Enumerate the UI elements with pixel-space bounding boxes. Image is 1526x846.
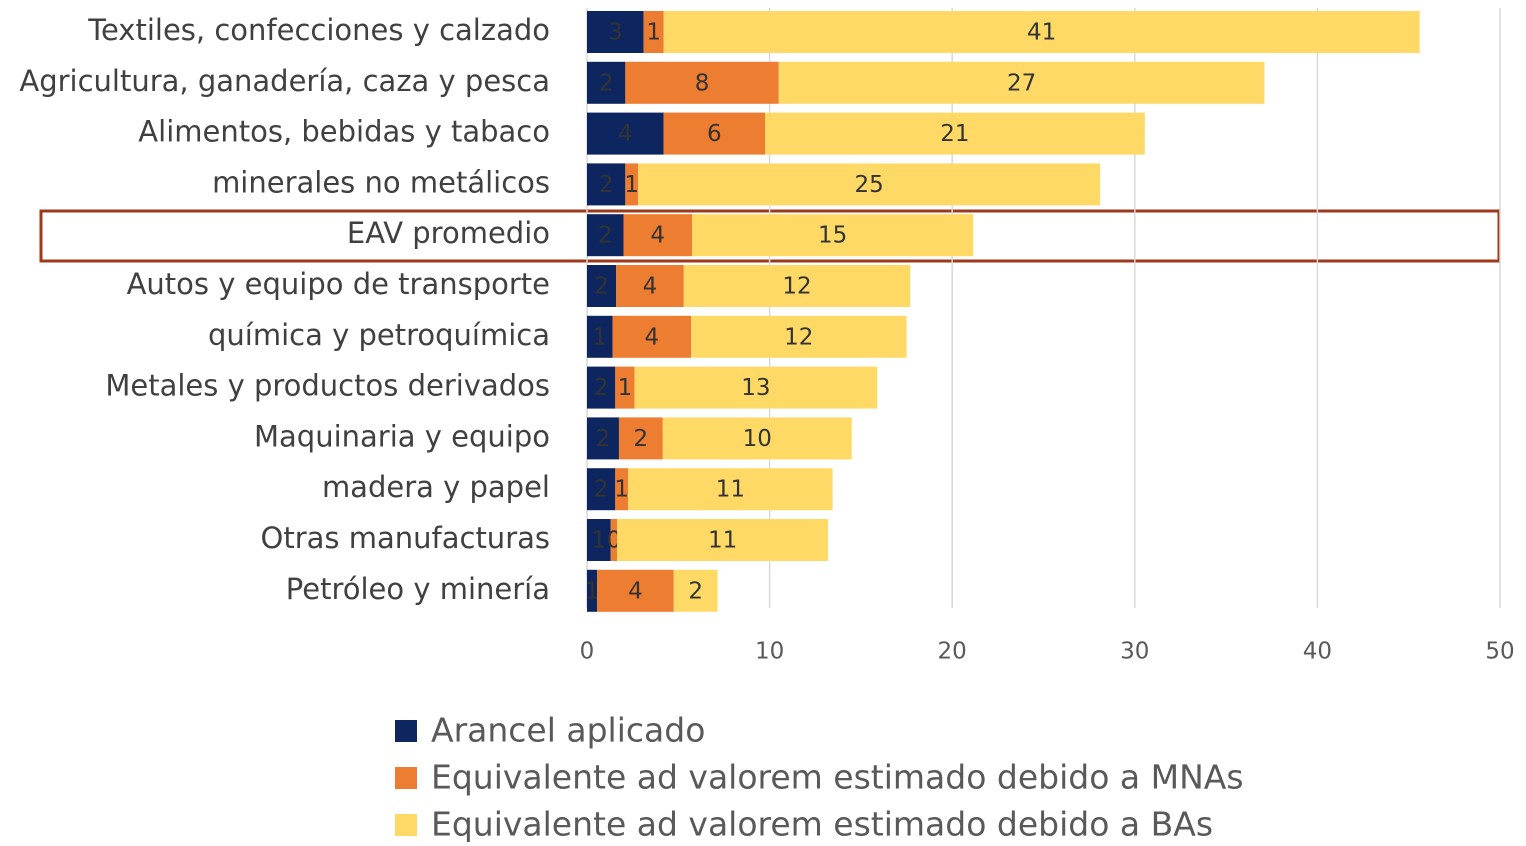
legend-label: Equivalente ad valorem estimado debido a… <box>431 758 1244 797</box>
data-label: 6 <box>707 121 722 147</box>
data-label: 11 <box>716 477 745 503</box>
data-label: 2 <box>599 172 614 198</box>
data-label: 1 <box>646 20 661 46</box>
category-label: madera y papel <box>322 470 550 504</box>
category-label: Maquinaria y equipo <box>254 419 550 453</box>
bar-segment <box>612 315 692 358</box>
bar-segment <box>628 468 833 511</box>
bar-segment <box>691 214 974 257</box>
bar-segment <box>587 519 611 561</box>
data-label: 21 <box>940 121 969 147</box>
bar-segment <box>597 569 674 612</box>
category-label: Otras manufacturas <box>261 521 550 555</box>
category-label: Textiles, confecciones y calzado <box>87 13 550 47</box>
bar-segment <box>778 61 1265 104</box>
category-label: EAV promedio <box>347 216 550 250</box>
bar-segment <box>615 366 635 409</box>
bar-segment <box>638 163 1101 206</box>
bar-segment <box>625 163 639 206</box>
bar-segment <box>623 214 692 257</box>
data-label: 12 <box>784 324 813 350</box>
data-label: 2 <box>634 426 649 452</box>
bar-segment <box>643 11 664 53</box>
bar-segment <box>663 112 766 155</box>
data-label: 4 <box>650 223 665 249</box>
data-label: 1 <box>624 172 639 198</box>
data-label: 2 <box>599 70 614 96</box>
x-tick-label: 0 <box>580 639 595 665</box>
legend-swatch <box>395 720 417 742</box>
data-label: 2 <box>594 477 609 503</box>
bar-segment <box>673 569 718 612</box>
category-label: Autos y equipo de transporte <box>127 267 550 301</box>
data-label: 4 <box>643 274 658 300</box>
data-label: 13 <box>741 375 770 401</box>
data-label: 3 <box>608 20 623 46</box>
data-label: 2 <box>596 426 611 452</box>
data-label: 4 <box>618 121 633 147</box>
data-label: 1 <box>618 375 633 401</box>
data-label: 1 <box>585 578 600 604</box>
bar-segment <box>662 417 852 460</box>
bar-segment <box>765 112 1145 155</box>
data-label: 27 <box>1007 70 1036 96</box>
bar-segment <box>587 163 626 206</box>
x-tick-label: 10 <box>755 639 784 665</box>
data-label: 2 <box>594 375 609 401</box>
x-tick-label: 50 <box>1485 639 1514 665</box>
data-label: 4 <box>628 578 643 604</box>
bar-segment <box>587 315 613 358</box>
bar-segment <box>587 366 616 409</box>
bar-segment <box>587 417 619 460</box>
x-tick-label: 40 <box>1303 639 1332 665</box>
category-label: Agricultura, ganadería, caza y pesca <box>19 64 550 98</box>
bar-segment <box>618 417 663 460</box>
category-label: minerales no metálicos <box>212 165 550 199</box>
data-label: 12 <box>782 274 811 300</box>
category-label: química y petroquímica <box>208 318 550 352</box>
bar-segment <box>587 214 624 257</box>
data-label: 41 <box>1027 20 1056 46</box>
category-label: Metales y productos derivados <box>105 369 550 403</box>
bar-segment <box>587 569 598 612</box>
bar-segment <box>587 11 644 53</box>
legend-swatch <box>395 767 417 789</box>
data-label: 1 <box>592 324 607 350</box>
data-label: 4 <box>645 324 660 350</box>
data-label: 11 <box>708 528 737 554</box>
x-tick-label: 30 <box>1120 639 1149 665</box>
data-label: 25 <box>854 172 883 198</box>
legend-swatch <box>395 814 417 836</box>
data-label: 2 <box>688 578 703 604</box>
bar-segment <box>587 468 616 511</box>
bar-segment <box>610 519 618 561</box>
bar-segment <box>683 265 911 307</box>
bar-segment <box>663 11 1420 53</box>
bar-segment <box>587 61 626 104</box>
bar-segment <box>616 265 684 307</box>
data-label: 15 <box>818 223 847 249</box>
x-tick-label: 20 <box>938 639 967 665</box>
bar-segment <box>587 112 664 155</box>
category-label: Alimentos, bebidas y tabaco <box>138 115 550 149</box>
data-label: 10 <box>743 426 772 452</box>
data-label: 2 <box>598 223 613 249</box>
bar-segment <box>625 61 779 104</box>
bar-segment <box>587 265 617 307</box>
data-label: 1 <box>592 528 607 554</box>
legend-label: Arancel aplicado <box>431 711 705 750</box>
data-label: 2 <box>594 274 609 300</box>
category-label: Petróleo y minería <box>286 572 550 606</box>
bar-segment <box>691 315 907 358</box>
bar-segment <box>615 468 629 511</box>
data-label: 1 <box>614 477 629 503</box>
legend-label: Equivalente ad valorem estimado debido a… <box>431 805 1213 843</box>
data-label: 8 <box>695 70 710 96</box>
bar-segment <box>634 366 878 409</box>
bar-segment <box>617 519 829 561</box>
